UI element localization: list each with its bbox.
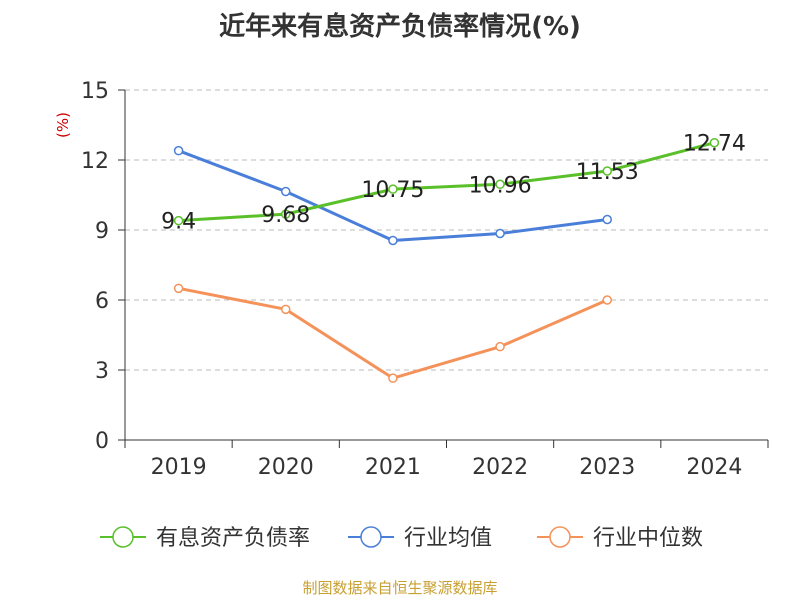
point-2-2020 [281,304,291,315]
x-tick-label-2024: 2024 [686,455,742,480]
point-1-2019 [173,145,184,156]
y-axis-label: (%) [54,112,72,138]
legend-marker-1 [360,526,382,548]
point-2-2022 [495,341,505,352]
chart-title: 近年来有息资产负债率情况(%) [219,12,581,42]
point-1-2023 [602,214,612,225]
legend-label-1: 行业均值 [404,526,492,551]
grid-lines [125,89,768,371]
source-note: 制图数据来自恒生聚源数据库 [302,579,498,597]
axes [118,89,769,448]
legend-item-2: 行业中位数 [537,526,703,551]
point-0-2024 [709,137,720,148]
data-labels: 9.4 9.68 10.75 10.96 11.53 12.74 [161,132,746,235]
legend-item-1: 行业均值 [348,526,492,551]
y-tick-label-3: 3 [95,359,109,384]
legend-marker-0 [112,526,134,548]
legend: 有息资产负债率 行业均值 行业中位数 [100,526,703,551]
data-label-2022: 10.96 [469,173,532,198]
point-0-2021 [388,184,398,194]
y-tick-label-6: 6 [95,289,109,314]
y-tick-labels: 0 3 6 9 12 15 [81,79,109,454]
point-1-2020 [281,186,291,197]
x-tick-labels: 2019 2020 2021 2022 2023 2024 [151,455,743,480]
x-tick-label-2023: 2023 [579,455,635,480]
point-1-2021 [388,235,398,246]
x-tick-label-2022: 2022 [472,455,528,480]
y-tick-label-0: 0 [95,429,109,454]
data-label-2020: 9.68 [261,203,310,228]
point-2-2019 [173,283,184,294]
x-tick-label-2021: 2021 [365,455,421,480]
point-1-2022 [495,228,505,239]
legend-item-0: 有息资产负债率 [100,526,310,551]
legend-label-2: 行业中位数 [593,526,703,551]
legend-marker-2 [549,526,571,548]
series-line-2 [178,286,608,380]
data-label-2019: 9.4 [161,210,196,235]
x-tick-label-2020: 2020 [258,455,314,480]
y-tick-label-15: 15 [81,79,109,104]
point-2-2021 [388,373,398,383]
legend-label-0: 有息资产负债率 [156,526,310,551]
series-line-0 [178,141,715,223]
y-tick-label-9: 9 [95,219,109,244]
point-0-2022 [495,179,505,190]
data-label-2021: 10.75 [361,178,424,203]
y-tick-label-12: 12 [81,149,109,174]
x-tick-label-2019: 2019 [151,455,207,480]
series-lines [173,137,720,383]
point-2-2023 [602,295,612,305]
point-0-2020 [281,209,291,219]
data-label-2024: 12.74 [683,132,746,157]
point-0-2019 [173,215,184,226]
point-0-2023 [602,166,612,176]
data-label-2023: 11.53 [576,160,639,185]
